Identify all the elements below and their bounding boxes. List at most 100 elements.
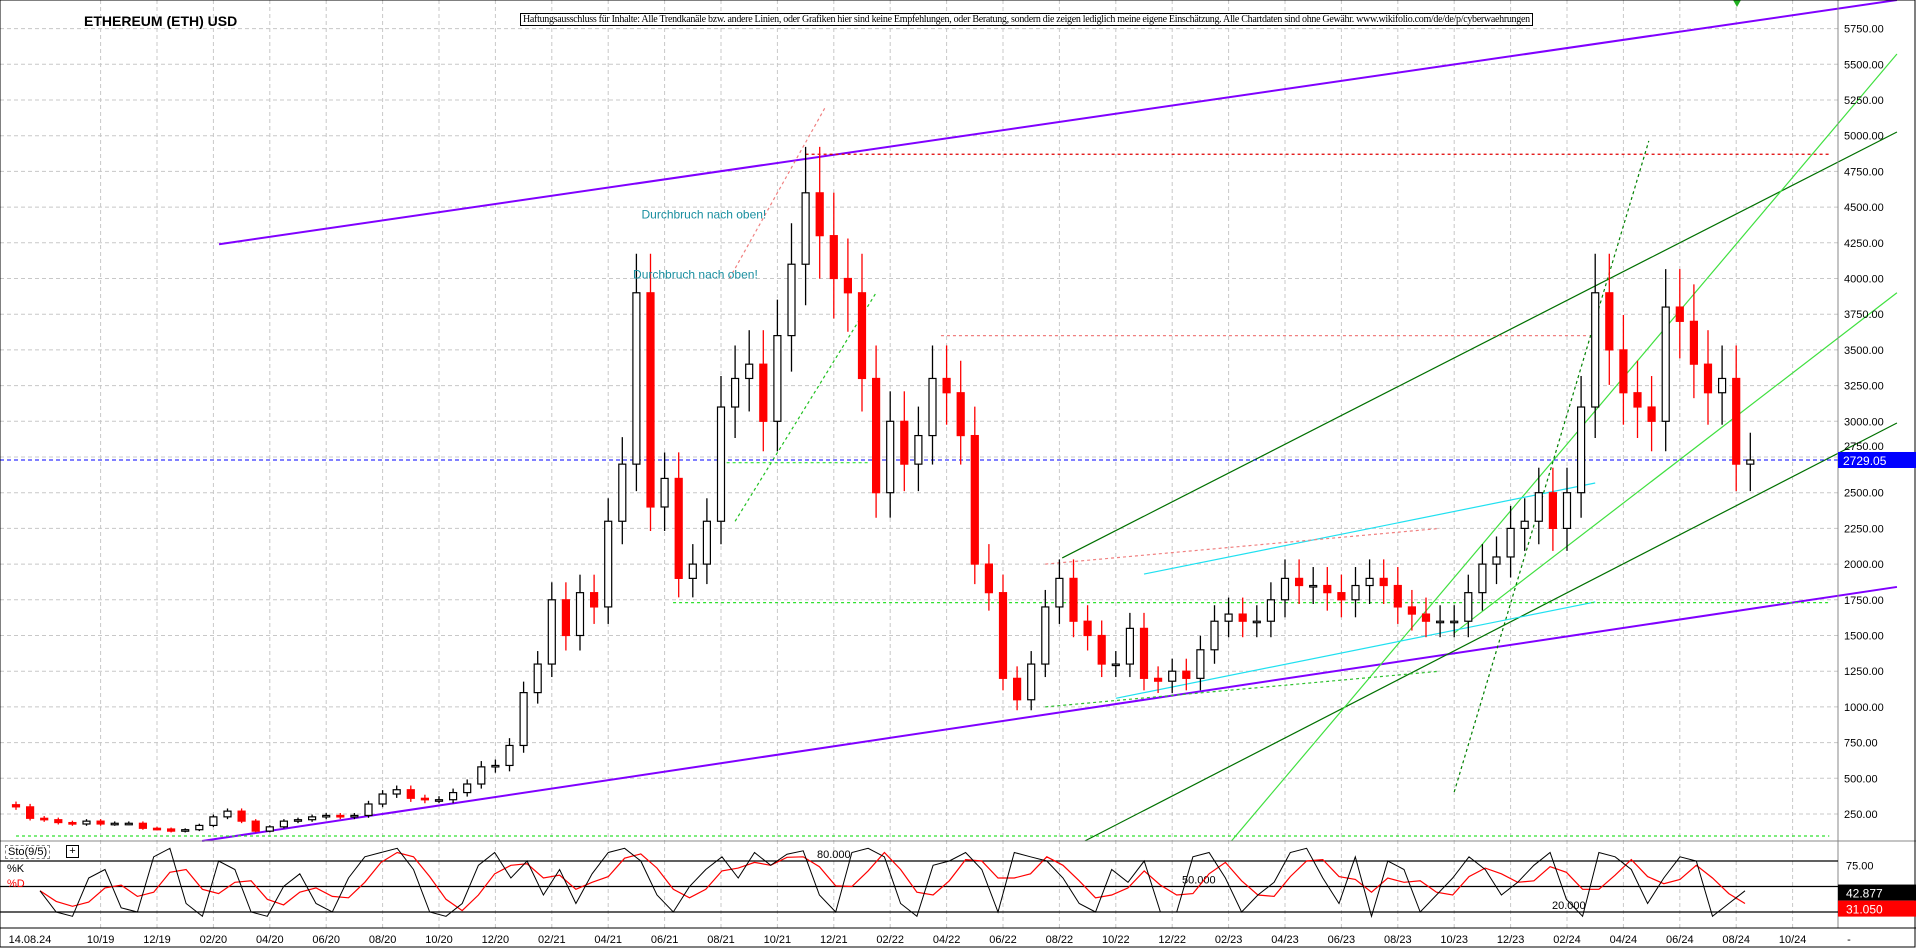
candle-body — [209, 816, 218, 827]
candle-body — [82, 820, 91, 825]
candle-body — [646, 292, 655, 508]
y-tick-label: 2500.00 — [1844, 488, 1884, 500]
y-tick-label: 1000.00 — [1844, 702, 1884, 714]
candle-body — [1464, 592, 1473, 622]
candle-body — [519, 692, 528, 747]
candle-body — [801, 192, 810, 265]
trendline-cyan-1 — [1143, 482, 1596, 575]
k-label: %K — [7, 863, 25, 875]
candle-body — [477, 766, 486, 785]
candle-body — [279, 820, 288, 828]
candle-body — [1619, 349, 1628, 394]
x-tick-label: 14.08.24 — [9, 934, 52, 946]
candle-body — [589, 592, 599, 608]
x-tick-label: 08/20 — [369, 934, 397, 946]
candle-body — [745, 363, 754, 380]
candle-body — [1450, 620, 1459, 624]
chart-title: ETHEREUM (ETH) USD — [84, 13, 238, 29]
y-tick-label: 4500.00 — [1844, 202, 1884, 214]
trendlines — [0, 0, 1898, 842]
candle-body — [195, 824, 204, 831]
candle-body — [1379, 577, 1388, 587]
candle-body — [1647, 406, 1656, 422]
x-tick-label: - — [1847, 934, 1851, 946]
candle-body — [1562, 492, 1572, 530]
candle-body — [449, 791, 458, 801]
x-tick-label: 06/23 — [1328, 934, 1356, 946]
last-price-badge — [1838, 451, 1916, 468]
candle-body — [26, 806, 35, 819]
candle-body — [181, 829, 190, 832]
y-tick-label: 1750.00 — [1844, 595, 1884, 607]
candle-body — [1125, 627, 1135, 665]
x-tick-label: 10/21 — [764, 934, 792, 946]
candle-body — [886, 420, 895, 494]
candle-body — [406, 789, 415, 799]
trendline-lower-channel — [201, 585, 1898, 842]
x-tick-label: 06/24 — [1666, 934, 1694, 946]
candle-body — [1069, 577, 1078, 622]
candle-body — [54, 819, 63, 824]
x-tick-label: 08/22 — [1046, 934, 1074, 946]
candle-body — [1323, 584, 1332, 594]
y-tick-label: 2000.00 — [1844, 559, 1884, 571]
stoch-d-line — [39, 851, 1746, 912]
candle-body — [900, 420, 909, 465]
x-tick-label: 10/20 — [425, 934, 453, 946]
candle-body — [660, 477, 669, 508]
annotations: Durchbruch nach oben! Durchbruch nach obe… — [633, 0, 1741, 282]
candle-body — [1351, 584, 1360, 601]
y-tick-label: 4000.00 — [1844, 274, 1884, 286]
k-value-label: 42.877 — [1846, 887, 1883, 901]
candle-body — [773, 335, 782, 422]
candle-body — [1421, 613, 1431, 622]
trendline-green-1000-rise — [1045, 670, 1441, 708]
candle-body — [1365, 577, 1374, 587]
candle-body — [1210, 620, 1219, 651]
annotation-text: Durchbruch nach oben! — [642, 208, 767, 222]
candle-body — [1111, 663, 1120, 667]
candle-body — [1097, 634, 1106, 665]
candle-body — [1280, 577, 1290, 601]
x-tick-label: 10/19 — [87, 934, 115, 946]
stoch-axis-75: 75.00 — [1846, 860, 1874, 872]
signal-marker-icon — [1733, 0, 1741, 7]
x-tick-label: 08/21 — [707, 934, 735, 946]
candle-body — [984, 563, 994, 594]
indicator-name[interactable]: Sto(9/5) — [5, 845, 51, 859]
candle-body — [1083, 620, 1092, 637]
trendline-light-green-1 — [1230, 53, 1898, 842]
candle-body — [322, 814, 331, 818]
x-tick-label: 12/22 — [1158, 934, 1186, 946]
trendline-red-2000-level — [1045, 527, 1441, 565]
candle-body — [547, 599, 556, 665]
candle-body — [1520, 520, 1529, 530]
stochastic-panel: 80.000 50.000 20.000 75.00 42.877 31.050 — [0, 847, 1916, 919]
stoch-level-80: 80.000 — [817, 849, 851, 861]
k-value-badge — [1838, 884, 1916, 901]
candle-body — [1139, 627, 1149, 679]
y-tick-label: 500.00 — [1844, 773, 1878, 785]
x-tick-label: 06/22 — [989, 934, 1017, 946]
candle-body — [293, 819, 303, 822]
candles — [11, 146, 1755, 833]
y-tick-label: 3500.00 — [1844, 345, 1884, 357]
candle-body — [1182, 670, 1191, 679]
candle-body — [1252, 620, 1261, 624]
candle-body — [815, 192, 824, 237]
candle-body — [420, 797, 429, 801]
candle-body — [1633, 392, 1642, 408]
candle-body — [308, 816, 317, 821]
candle-body — [533, 663, 542, 694]
candle-body — [1703, 363, 1713, 394]
candle-body — [928, 377, 937, 437]
candle-body — [1675, 306, 1684, 322]
d-value-badge — [1838, 900, 1916, 917]
candle-body — [716, 406, 726, 522]
candle-body — [998, 592, 1008, 679]
candle-body — [871, 377, 881, 494]
add-indicator-button[interactable]: + — [66, 845, 79, 858]
candle-body — [1548, 492, 1558, 530]
trendline-light-green-2 — [1453, 292, 1898, 634]
